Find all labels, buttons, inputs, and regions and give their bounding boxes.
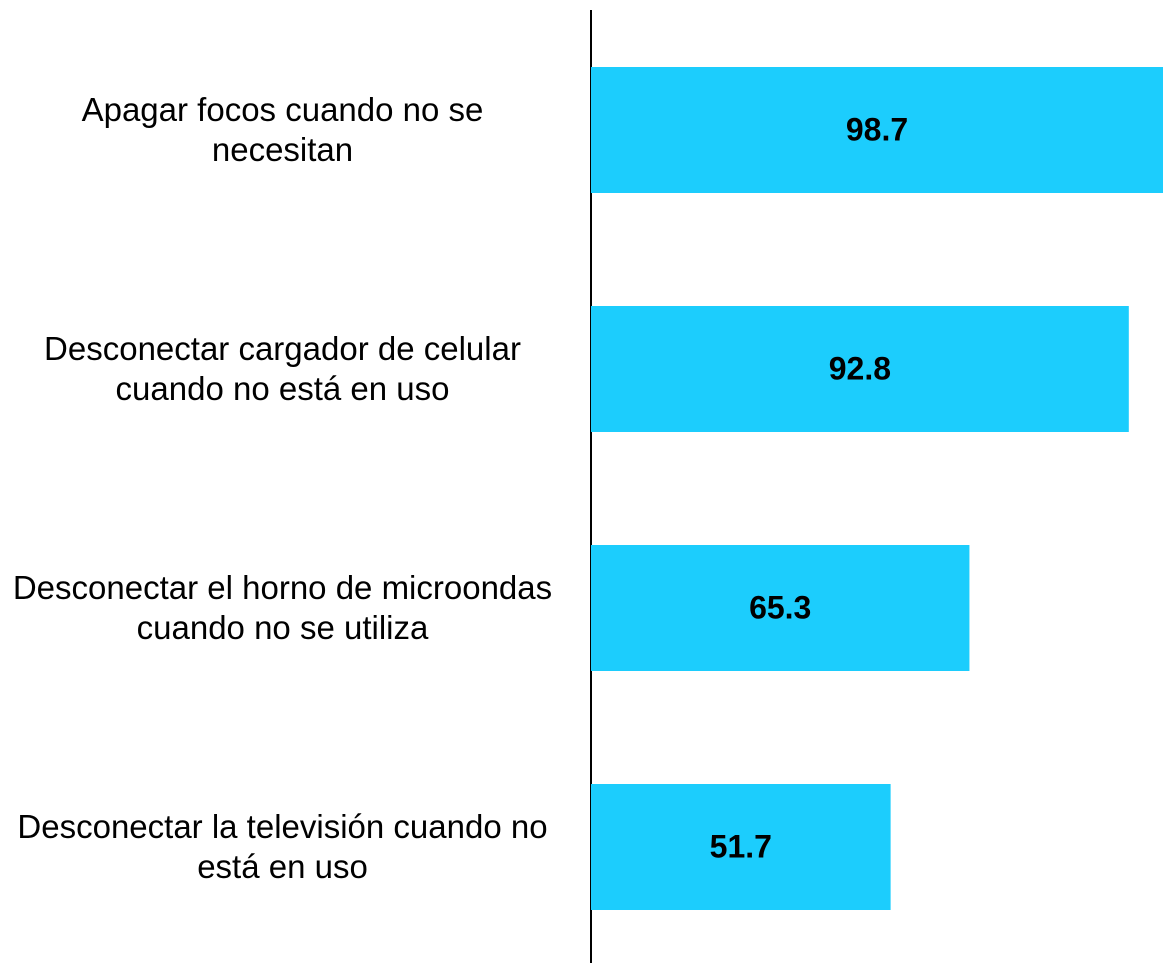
bar: [591, 784, 891, 910]
category-label: Desconectar la televisión cuando no está…: [17, 808, 548, 885]
category-label: Desconectar el horno de microondas cuand…: [12, 569, 553, 646]
bar: [591, 545, 970, 671]
value-label: 65.3: [749, 589, 811, 625]
category-label: Desconectar cargador de celular cuando n…: [44, 330, 521, 407]
value-label: 92.8: [829, 350, 891, 386]
bar: [591, 67, 1163, 193]
value-label: 51.7: [710, 828, 772, 864]
category-label: Apagar focos cuando no se necesitan: [81, 91, 484, 168]
bar: [591, 306, 1129, 432]
value-label: 98.7: [846, 111, 908, 147]
